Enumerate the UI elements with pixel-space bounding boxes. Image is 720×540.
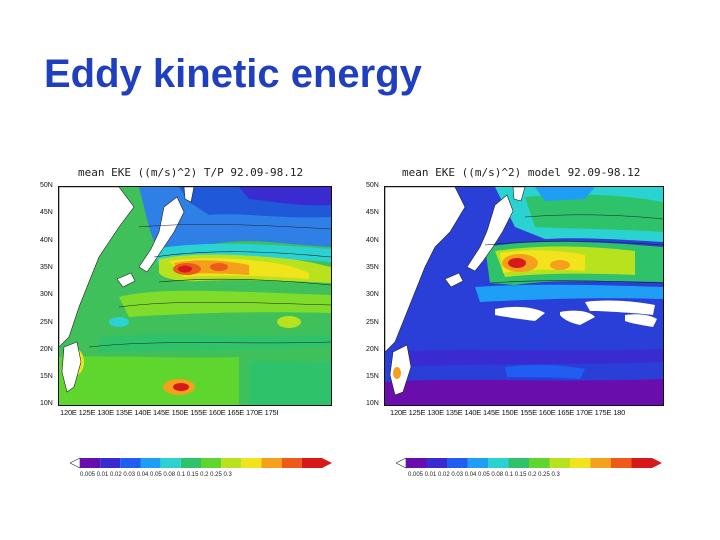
lat-label: 50N [40, 182, 53, 189]
colorbar-right-arrow [652, 458, 662, 468]
right-eke-map [384, 186, 664, 406]
lat-label: 35N [40, 263, 53, 271]
colorbar-segment [549, 458, 570, 468]
colorbar-segment [100, 458, 121, 468]
colorbar-right-arrow [322, 458, 332, 468]
colorbar-segment [261, 458, 282, 468]
colorbar-segment [590, 458, 611, 468]
lat-label: 35N [366, 263, 379, 271]
right-colorbar-labels: 0.005 0.01 0.02 0.03 0.04 0.05 0.08 0.1 … [408, 472, 560, 478]
colorbar-segment [426, 458, 447, 468]
colorbar-segment [631, 458, 652, 468]
lat-label: 10N [366, 400, 379, 408]
lat-label: 10N [40, 400, 53, 408]
colorbar-segment [140, 458, 161, 468]
colorbar-segment [406, 458, 427, 468]
lat-label: 25N [366, 318, 379, 326]
lat-label: 40N [366, 236, 379, 244]
colorbar-segment [301, 458, 322, 468]
lat-label: 40N [40, 236, 53, 244]
colorbar-segment [80, 458, 101, 468]
lat-label: 15N [366, 373, 379, 381]
right-lon-axis: 120E 125E 130E 135E 140E 145E 150E 155E … [390, 408, 626, 417]
left-map-title: mean EKE ((m/s)^2) T/P 92.09-98.12 [78, 166, 304, 179]
colorbar-left-arrow [396, 457, 407, 469]
colorbar-segment [201, 458, 222, 468]
colorbar-segment [120, 458, 141, 468]
colorbar-segment [570, 458, 591, 468]
slide-title: Eddy kinetic energy [44, 52, 422, 96]
left-colorbar-labels: 0.005 0.01 0.02 0.03 0.04 0.05 0.08 0.1 … [80, 472, 232, 478]
right-map-title: mean EKE ((m/s)^2) model 92.09-98.12 [402, 166, 641, 179]
colorbar-segment [488, 458, 509, 468]
left-colorbar [70, 457, 332, 469]
colorbar-segment [221, 458, 242, 468]
lat-label: 50N [366, 182, 379, 189]
lat-label: 30N [366, 291, 379, 299]
lat-label: 30N [40, 291, 53, 299]
lat-label: 20N [366, 345, 379, 353]
colorbar-segment [241, 458, 262, 468]
colorbar-segment [467, 458, 488, 468]
lat-label: 20N [40, 345, 53, 353]
left-eke-map [58, 186, 332, 406]
left-lon-axis: 120E 125E 130E 135E 140E 145E 150E 155E … [60, 408, 279, 417]
right-colorbar [396, 457, 662, 469]
lat-label: 45N [40, 209, 53, 217]
colorbar-segment [529, 458, 550, 468]
colorbar-segment [447, 458, 468, 468]
lat-label: 15N [40, 373, 53, 381]
colorbar-segment [611, 458, 632, 468]
colorbar-segment [180, 458, 201, 468]
colorbar-segment [508, 458, 529, 468]
colorbar-segment [160, 458, 181, 468]
lat-label: 25N [40, 318, 53, 326]
lat-label: 45N [366, 209, 379, 217]
colorbar-left-arrow [70, 457, 81, 469]
colorbar-segment [281, 458, 302, 468]
